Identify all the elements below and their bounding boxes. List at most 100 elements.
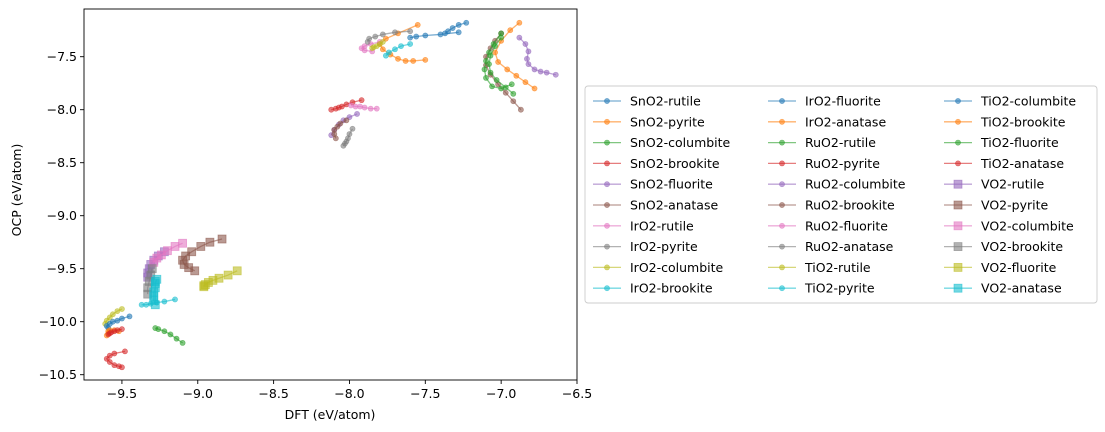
legend-marker (779, 264, 785, 271)
data-point (510, 98, 517, 105)
series-VO2-anatase (149, 274, 162, 310)
plot-area (83, 8, 578, 381)
legend-entry: TiO2-rutile (768, 260, 871, 275)
legend-marker (955, 139, 961, 146)
data-point (361, 47, 368, 54)
data-point (407, 41, 414, 47)
legend-entry: RuO2-fluorite (768, 218, 888, 233)
data-point (155, 326, 162, 333)
legend-label: VO2-columbite (981, 218, 1074, 233)
legend-entry: IrO2-fluorite (768, 94, 881, 109)
data-point (167, 331, 174, 338)
series-IrO2-brookite (382, 41, 414, 59)
legend-entry: SnO2-fluorite (593, 177, 713, 192)
series-RuO2-rutile (481, 30, 515, 92)
legend-marker (779, 139, 785, 146)
legend-entry: VO2-fluorite (944, 260, 1057, 275)
series-IrO2-fluorite (442, 19, 470, 37)
data-point (522, 41, 529, 47)
series-TiO2-anatase (105, 326, 125, 338)
legend-label: IrO2-anatase (805, 114, 886, 129)
legend-label: RuO2-columbite (805, 177, 906, 192)
data-point (178, 238, 188, 248)
legend-label: SnO2-brookite (630, 156, 720, 171)
data-point (543, 69, 550, 76)
data-point (517, 106, 524, 113)
legend-marker (953, 179, 963, 189)
series-VO2-fluorite (199, 266, 242, 292)
legend-entry: RuO2-rutile (768, 135, 876, 150)
legend-entry: TiO2-anatase (944, 156, 1064, 171)
data-point (105, 331, 112, 338)
legend-marker (779, 243, 785, 250)
data-point (179, 339, 186, 346)
data-point (463, 19, 470, 26)
x-tick-label: −9.0 (183, 386, 213, 401)
series-IrO2-rutile (358, 38, 383, 55)
data-point (119, 364, 125, 371)
data-point (510, 90, 517, 97)
data-point (524, 55, 530, 62)
legend-label: TiO2-pyrite (804, 281, 875, 296)
legend-label: IrO2-rutile (630, 218, 694, 233)
legend-entry: IrO2-columbite (593, 260, 724, 275)
legend-label: TiO2-rutile (804, 260, 871, 275)
x-tick-label: −7.0 (486, 386, 516, 401)
x-tick-label: −8.0 (334, 386, 364, 401)
legend-label: RuO2-fluorite (805, 218, 888, 233)
legend-label: RuO2-pyrite (805, 156, 880, 171)
x-axis-label: DFT (eV/atom) (285, 407, 376, 422)
legend-entry: SnO2-rutile (593, 94, 701, 109)
legend-label: RuO2-rutile (805, 135, 876, 150)
data-point (516, 34, 523, 41)
data-point (502, 84, 509, 91)
series-RuO2-pyrite (328, 97, 365, 113)
data-point (522, 79, 529, 86)
data-point (349, 125, 356, 132)
data-point (205, 237, 215, 247)
legend-entry: VO2-pyrite (944, 198, 1048, 213)
legend-label: SnO2-fluorite (630, 177, 713, 192)
y-tick-label: −9.0 (47, 208, 77, 223)
data-point (455, 29, 462, 36)
legend-label: IrO2-columbite (630, 260, 724, 275)
legend-label: SnO2-anatase (630, 198, 718, 213)
series-RuO2-fluorite (348, 102, 380, 112)
data-point (489, 83, 495, 90)
legend-entry: IrO2-brookite (593, 281, 713, 296)
legend-marker (604, 202, 610, 208)
legend-label: TiO2-anatase (980, 156, 1064, 171)
legend-label: VO2-anatase (981, 281, 1062, 296)
data-point (507, 27, 514, 34)
data-point (493, 77, 500, 83)
data-point (516, 19, 523, 26)
legend-entry: IrO2-anatase (768, 114, 886, 129)
legend-marker (604, 222, 610, 229)
data-point (402, 58, 409, 64)
data-point (492, 43, 498, 49)
data-point (392, 29, 398, 36)
x-tick-label: −7.5 (410, 386, 440, 401)
legend-marker (779, 285, 785, 292)
legend-entry: TiO2-columbite (944, 94, 1076, 109)
y-axis: −10.5 −10.0 −9.5 −9.0 −8.5 −8.0 −7.5 (39, 49, 84, 382)
data-point (170, 242, 180, 251)
legend-marker (779, 202, 785, 208)
data-point (531, 66, 538, 73)
y-axis-label: OCP (eV/atom) (9, 144, 24, 237)
x-axis: −9.5 −9.0 −8.5 −8.0 −7.5 −7.0 −6.5 (107, 380, 592, 401)
data-point (373, 105, 380, 112)
data-point (379, 31, 386, 38)
data-point (358, 97, 365, 104)
data-point (486, 61, 492, 68)
legend-marker (604, 160, 610, 167)
y-tick-label: −8.5 (47, 155, 77, 170)
legend-entry: RuO2-anatase (768, 239, 894, 254)
legend-label: TiO2-fluorite (980, 135, 1059, 150)
legend-label: RuO2-anatase (805, 239, 894, 254)
data-point (413, 33, 420, 40)
legend-marker (604, 243, 610, 250)
data-point (223, 270, 233, 280)
legend-marker (604, 139, 610, 146)
legend-box (584, 85, 1098, 304)
